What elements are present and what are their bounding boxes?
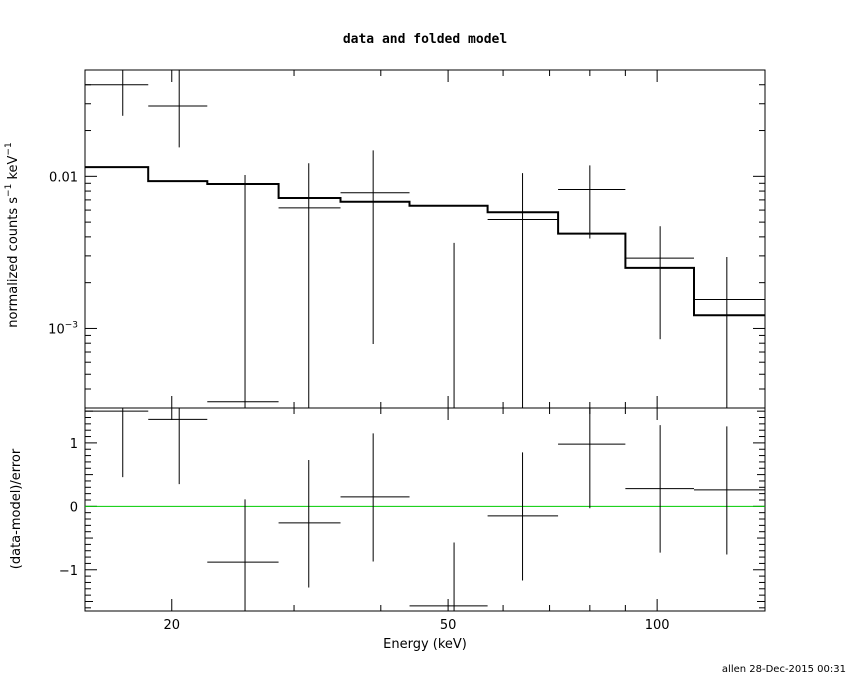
top-panel: 0.01 10−3 [48,69,766,409]
top-y-tick-label: 0.01 [49,170,78,185]
bottom-panel-frame [84,407,766,612]
data-point [85,70,149,116]
residual-point [625,425,694,553]
data-point [625,226,694,340]
residual-point [558,408,626,509]
data-point [558,165,626,239]
data-point [278,163,341,408]
residual-point [207,499,279,611]
residual-point [148,408,208,485]
top-panel-frame [84,69,766,409]
data-point [409,242,488,409]
data-point [693,256,765,408]
top-y-axis-label: normalized counts s−1 keV−1 [4,142,21,327]
bottom-y-tick-label: 0 [70,500,78,515]
data-point [207,175,279,408]
x-tick-label: 100 [645,618,670,633]
data-point [340,150,410,345]
x-axis-label: Energy (keV) [383,637,467,652]
x-tick-label: 50 [440,618,457,633]
residual-point [409,542,488,611]
chart-title: data and folded model [343,32,507,47]
bottom-y-axis-label: (data-model)/error [9,448,24,569]
data-point [487,173,559,408]
bottom-y-tick-label: −1 [59,564,78,579]
footer-timestamp: allen 28-Dec-2015 00:31 [722,664,846,675]
folded-model-line [85,166,765,317]
residual-point [85,408,149,478]
residual-point [487,452,559,581]
residual-point [340,433,410,562]
top-y-tick-label: 10−3 [48,320,78,337]
x-tick-label: 20 [163,618,180,633]
residual-point [693,426,765,555]
residual-point [278,460,341,588]
bottom-panel: 20 50 100 1 0 −1 [59,407,766,633]
data-point [148,70,208,148]
bottom-y-tick-label: 1 [70,437,78,452]
